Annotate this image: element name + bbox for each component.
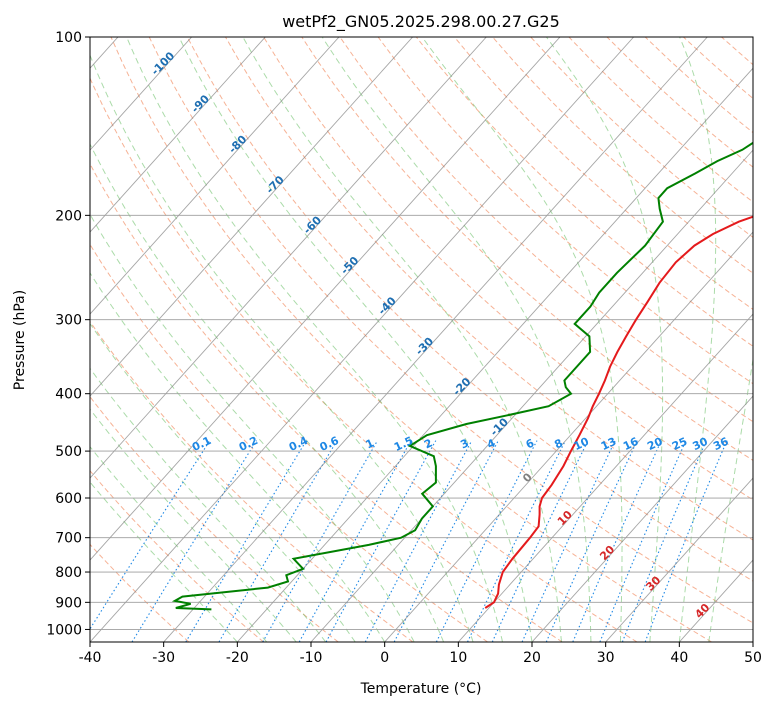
y-axis: 100 200 300 400 500 600 700 800 900 1000 [46, 30, 90, 638]
moist-adiabat-line [90, 322, 356, 642]
x-tick-label: 20 [523, 650, 541, 666]
mixing-ratio-line [185, 440, 307, 642]
moist-adiabat-line [90, 445, 268, 642]
mixing-ratio-line [131, 440, 257, 642]
isotherm-line [90, 37, 487, 479]
dry-adiabat-line [110, 37, 712, 642]
y-tick-label: 600 [55, 491, 82, 507]
isotherm-line [457, 313, 753, 642]
isotherm-line [163, 37, 708, 642]
dewpoint-profile [171, 141, 753, 611]
moist-adiabat-line [90, 143, 445, 642]
mixing-ratio-line [90, 440, 211, 630]
mixing-ratio-label: 20 [645, 435, 665, 453]
temperature-profile [484, 215, 753, 609]
y-tick-label: 900 [55, 595, 82, 611]
x-tick-label: 10 [449, 650, 467, 666]
y-tick-label: 700 [55, 531, 82, 547]
isotherms [90, 37, 753, 642]
x-tick-label: 50 [744, 650, 762, 666]
moist-adiabat-line [678, 37, 717, 642]
isotherm-line [752, 641, 753, 642]
moist-adiabat-line [242, 37, 562, 642]
y-tick-label: 500 [55, 444, 82, 460]
mixing-ratio-line [262, 440, 378, 642]
x-tick-label: -20 [226, 650, 249, 666]
dry-adiabat-line [454, 37, 753, 311]
mixing-ratio-line [545, 440, 638, 642]
isotherm-line [90, 37, 192, 151]
isotherm-line [384, 231, 753, 642]
dry-adiabat-line [90, 470, 264, 642]
moist-adiabat-line [126, 37, 503, 642]
mixing-ratio-line [435, 440, 538, 642]
y-tick-label: 800 [55, 565, 82, 581]
dry-adiabat-line [90, 243, 488, 642]
mixing-ratio-label: 16 [621, 435, 641, 453]
isotherm-line [310, 149, 753, 642]
isotherm-line [531, 395, 753, 642]
x-tick-label: -30 [152, 650, 175, 666]
mixing-ratio-lines [90, 440, 728, 642]
plot-frame [89, 36, 754, 643]
y-tick-label: 300 [55, 313, 82, 329]
isotherm-line [90, 37, 266, 233]
mixing-ratio-line [572, 440, 662, 642]
isotherm-line [605, 477, 753, 642]
dry-adiabat-line [339, 37, 753, 423]
x-tick-label: -40 [79, 650, 102, 666]
dry-adiabat-line [263, 37, 753, 501]
sounding-series [171, 141, 753, 611]
y-tick-label: 1000 [46, 622, 82, 638]
mixing-ratio-line [521, 440, 616, 642]
y-tick-label: 100 [55, 30, 82, 46]
chart-title: wetPf2_GN05.2025.298.00.27.G25 [282, 12, 560, 32]
mixing-ratio-label: 25 [670, 435, 689, 453]
y-tick-label: 400 [55, 387, 82, 403]
moist-adiabat-line [90, 408, 297, 642]
mixing-ratio-label: 10 [572, 435, 592, 453]
moist-adiabat-line [90, 367, 327, 642]
mixing-ratio-label: 30 [691, 435, 711, 453]
isotherm-line [90, 37, 561, 561]
dry-adiabat-line [90, 76, 638, 642]
x-tick-label: 0 [380, 650, 389, 666]
mixing-ratio-label: 36 [711, 435, 731, 453]
x-tick-label: -10 [300, 650, 323, 666]
dry-adiabat-line [225, 37, 753, 541]
mixing-ratio-line [218, 440, 338, 642]
moist-adiabat-line [708, 356, 753, 642]
moist-adiabat-line [90, 481, 238, 642]
x-axis-label: Temperature (°C) [360, 681, 482, 697]
moist-adiabat-line [90, 53, 474, 642]
dry-adiabat-line [148, 37, 753, 624]
y-axis-label: Pressure (hPa) [12, 290, 28, 390]
plot-background [90, 37, 753, 642]
dry-adiabat-line [186, 37, 753, 582]
moist-adiabat-line [321, 37, 592, 642]
dry-adiabat-line [760, 37, 775, 642]
moist-adiabat-line [421, 37, 623, 642]
x-axis: -40 -30 -20 -10 0 10 20 30 40 50 [79, 642, 762, 666]
x-tick-label: 30 [597, 650, 615, 666]
isotherm-line [90, 37, 634, 642]
x-tick-label: 40 [670, 650, 688, 666]
y-tick-label: 200 [55, 208, 82, 224]
mixing-ratio-line [599, 440, 687, 642]
moist-adiabat-line [90, 272, 386, 642]
mixing-ratio-line [325, 440, 437, 642]
moist-adiabat-line [545, 37, 664, 642]
dry-adiabat-line [90, 162, 563, 642]
isotherm-line [90, 37, 340, 315]
isotherm-line [90, 37, 413, 397]
mixing-ratio-line [298, 440, 412, 642]
moist-adiabat-line [178, 37, 533, 642]
mixing-ratio-label: 13 [599, 435, 618, 453]
isotherm-line [236, 67, 753, 642]
